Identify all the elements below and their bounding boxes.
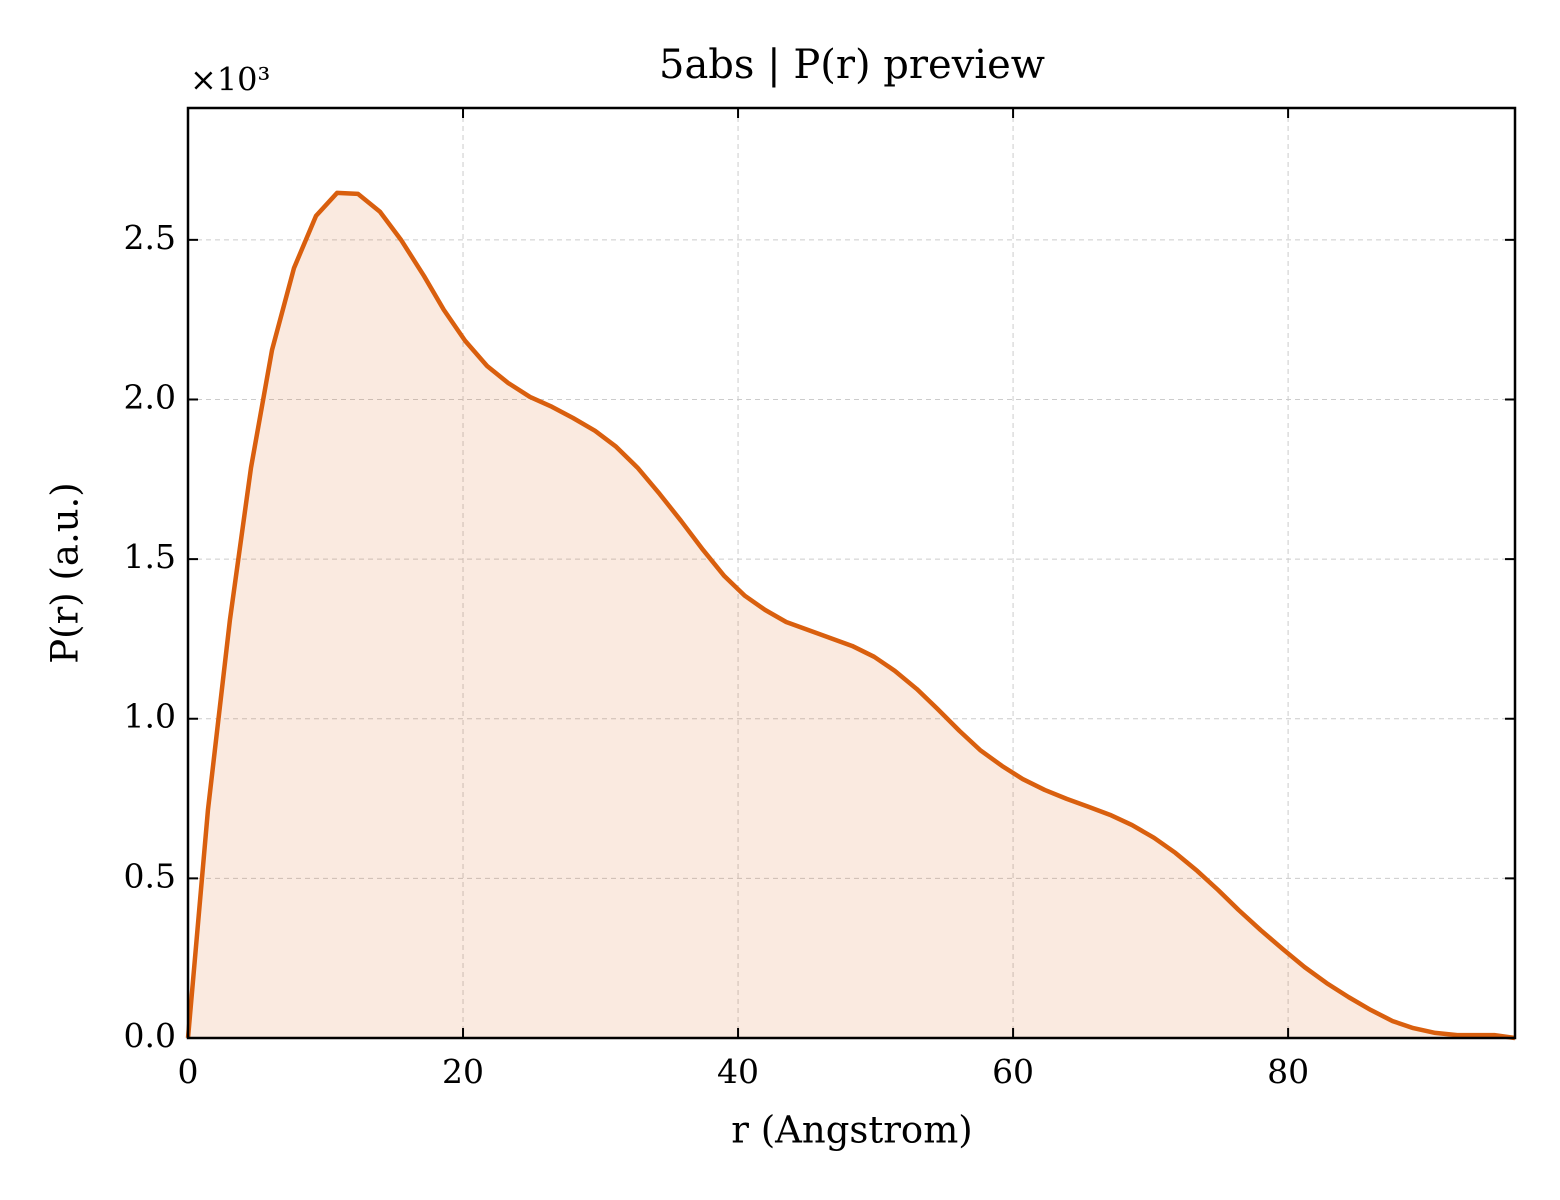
area <box>188 192 1515 1039</box>
y-tick-label: 0.0 <box>124 1016 176 1055</box>
y-axis-label: P(r) (a.u.) <box>44 482 87 664</box>
y-tick-label: 1.0 <box>124 697 176 736</box>
chart-title: 5abs | P(r) preview <box>659 42 1045 88</box>
x-tick-label: 60 <box>992 1052 1034 1091</box>
plot-frame <box>186 106 1517 1040</box>
y-offset-label: ×10³ <box>190 61 270 99</box>
x-tick-label: 80 <box>1267 1052 1309 1091</box>
y-tick-label: 2.0 <box>124 377 176 416</box>
x-tick-label: 0 <box>178 1052 199 1091</box>
y-tick-label: 0.5 <box>124 856 176 895</box>
x-axis-label: r (Angstrom) <box>731 1109 972 1152</box>
y-tick-label: 2.5 <box>124 218 176 257</box>
x-tick-label: 20 <box>442 1052 484 1091</box>
line <box>185 190 1516 1041</box>
y-tick-label: 1.5 <box>124 537 176 576</box>
x-tick-label: 40 <box>717 1052 759 1091</box>
